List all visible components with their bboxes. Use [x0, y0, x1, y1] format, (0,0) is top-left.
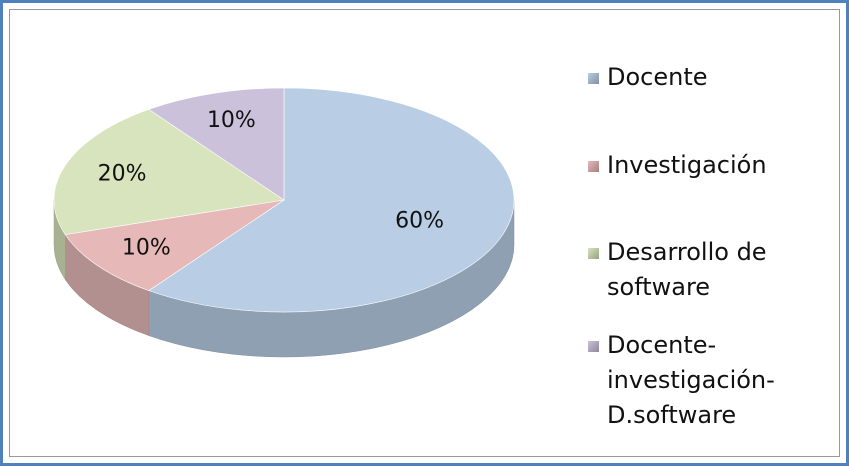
- legend-item: Docente-investigación-D.software: [588, 328, 828, 433]
- legend-marker: [588, 161, 599, 172]
- pie-slice: [148, 87, 285, 201]
- legend-marker: [588, 248, 599, 259]
- data-label: 60%: [395, 208, 444, 233]
- pie-slice: [148, 87, 515, 313]
- legend-label: Desarrollo de software: [607, 238, 767, 301]
- legend-marker: [588, 73, 599, 84]
- legend-marker: [588, 341, 599, 352]
- legend-item: Investigación: [588, 148, 828, 183]
- legend-label: Investigación: [607, 151, 767, 179]
- pie-slice: [64, 199, 285, 291]
- chart: 60% 10% 20% 10%: [53, 87, 515, 358]
- plot-area: 60% 10% 20% 10% Docente Investigación Desarro…: [9, 9, 840, 457]
- legend-item: Desarrollo de software: [588, 235, 828, 305]
- data-label: 10%: [207, 108, 256, 133]
- pie-slice: [53, 109, 285, 235]
- legend-item: Docente: [588, 60, 828, 95]
- data-label: 20%: [98, 161, 147, 186]
- legend-label: Docente-investigación-D.software: [607, 331, 775, 429]
- legend-label: Docente: [607, 63, 708, 91]
- data-label: 10%: [122, 236, 171, 261]
